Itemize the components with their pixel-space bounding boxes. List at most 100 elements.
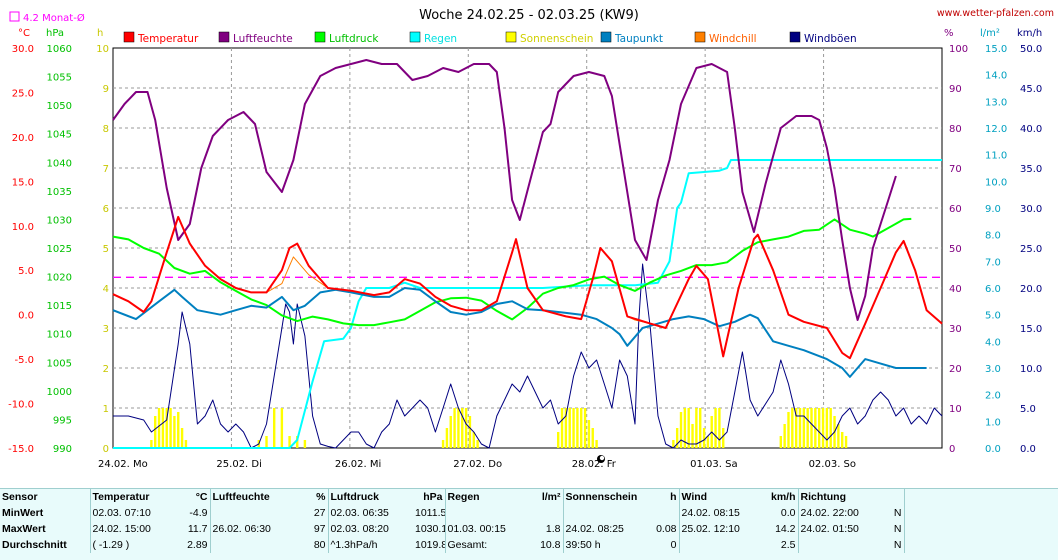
series-line-taupunkt bbox=[112, 287, 927, 378]
sunshine-bar bbox=[177, 412, 180, 448]
stats-cell bbox=[209, 537, 298, 553]
stats-cell: 24.02. 01:50 bbox=[797, 521, 884, 537]
sunshine-bar bbox=[806, 408, 809, 448]
sunshine-bar bbox=[173, 416, 176, 448]
temp-tick-label: 20.0 bbox=[12, 133, 34, 144]
sunshine-bar bbox=[157, 408, 161, 448]
rain-tick-label: 11.0 bbox=[985, 151, 1007, 162]
x-tick-label: 28.02. Fr bbox=[572, 459, 617, 470]
rain-tick-label: 4.0 bbox=[985, 337, 1001, 348]
rain-tick-label: 7.0 bbox=[985, 257, 1001, 268]
stats-cell: 24.02. 08:25 bbox=[562, 521, 649, 537]
legend-swatch bbox=[789, 31, 801, 43]
series-line-luftdruck bbox=[112, 217, 912, 327]
stats-cell bbox=[649, 505, 679, 521]
stats-row-label: Durchschnitt bbox=[2, 539, 67, 551]
sunshine-bar bbox=[461, 408, 464, 448]
wind-tick-label: 5.0 bbox=[1020, 404, 1036, 415]
stats-cell: 0.0 bbox=[780, 507, 796, 519]
sunshine-bar bbox=[591, 428, 594, 448]
sunshine-bar bbox=[169, 408, 172, 448]
site-link[interactable]: www.wetter-pfalzen.com bbox=[937, 8, 1054, 19]
stats-cell bbox=[209, 505, 298, 521]
press-tick-label: 1060 bbox=[47, 44, 72, 55]
sunshine-bar bbox=[568, 408, 571, 448]
x-tick-label: 25.02. Di bbox=[216, 459, 261, 470]
stats-cell: 2.89 bbox=[187, 539, 208, 551]
sun-tick-label: 1 bbox=[103, 404, 109, 415]
sun-tick-label: 10 bbox=[96, 44, 109, 55]
sunshine-bar bbox=[699, 408, 702, 448]
temp-unit-label: °C bbox=[18, 28, 30, 39]
stats-cell: 97 bbox=[313, 523, 326, 535]
temp-tick-label: -10.0 bbox=[8, 400, 34, 411]
sunshine-bar bbox=[564, 408, 568, 448]
stats-cell: 26.02. 06:30 bbox=[209, 521, 298, 537]
rain-tick-label: 9.0 bbox=[985, 204, 1001, 215]
sunshine-bar bbox=[296, 436, 299, 448]
sunshine-bar bbox=[476, 440, 479, 448]
sunshine-bar bbox=[161, 408, 165, 448]
sunshine-bar bbox=[288, 436, 291, 448]
stats-cell bbox=[797, 537, 884, 553]
sunshine-bar bbox=[821, 408, 825, 448]
rain-tick-label: 0.0 bbox=[985, 444, 1001, 455]
stats-cell: ( -1.29 ) bbox=[89, 537, 178, 553]
stats-cell: ^1.3hPa/h bbox=[327, 537, 413, 553]
sun-tick-label: 5 bbox=[103, 244, 109, 255]
legend-swatch bbox=[505, 31, 517, 43]
press-tick-label: 1005 bbox=[47, 358, 72, 369]
sunshine-bar bbox=[837, 424, 840, 448]
sunshine-bar bbox=[272, 408, 276, 448]
sunshine-bar bbox=[687, 408, 690, 448]
sunshine-bar bbox=[706, 436, 710, 448]
stats-cell: 0.08 bbox=[656, 523, 677, 535]
rain-tick-label: 13.0 bbox=[985, 97, 1007, 108]
x-tick-label: 24.02. Mo bbox=[98, 459, 148, 470]
temp-tick-label: 5.0 bbox=[18, 266, 34, 277]
wind-tick-label: 40.0 bbox=[1020, 124, 1042, 135]
press-tick-label: 1025 bbox=[47, 244, 72, 255]
series-line-luftfeuchte bbox=[112, 59, 897, 321]
stats-cell: 24.02. 22:00 bbox=[797, 505, 884, 521]
rain-tick-label: 3.0 bbox=[985, 364, 1001, 375]
stats-cell: 01.03. 00:15 bbox=[444, 521, 533, 537]
temp-tick-label: 0.0 bbox=[18, 311, 34, 322]
series-lines bbox=[112, 59, 943, 449]
sunshine-bar bbox=[557, 432, 560, 448]
rain-tick-label: 6.0 bbox=[985, 284, 1001, 295]
legend-swatch bbox=[694, 31, 706, 43]
stats-header: km/h bbox=[770, 491, 796, 503]
temp-tick-label: -15.0 bbox=[8, 444, 34, 455]
stats-cell: 25.02. 12:10 bbox=[678, 521, 765, 537]
legend-swatch bbox=[218, 31, 230, 43]
temp-tick-label: -5.0 bbox=[14, 355, 34, 366]
sun-tick-label: 4 bbox=[103, 284, 109, 295]
stats-cell: 24.02. 15:00 bbox=[89, 521, 178, 537]
press-tick-label: 995 bbox=[53, 415, 72, 426]
wind-tick-label: 50.0 bbox=[1020, 44, 1042, 55]
stats-cell bbox=[533, 505, 563, 521]
stats-cell: 02.03. 07:10 bbox=[89, 505, 178, 521]
press-tick-label: 1050 bbox=[47, 101, 72, 112]
temp-tick-label: 10.0 bbox=[12, 222, 34, 233]
stats-row-min: MinWert 02.03. 07:10 -4.9 27 02.03. 06:3… bbox=[0, 505, 1058, 521]
humid-tick-label: 10 bbox=[949, 404, 962, 415]
sunshine-bar bbox=[587, 420, 591, 448]
sunshine-bar bbox=[280, 408, 284, 448]
sunshine-bar bbox=[572, 408, 575, 448]
temp-tick-label: 25.0 bbox=[12, 88, 34, 99]
rain-tick-label: 14.0 bbox=[985, 71, 1007, 82]
sunshine-bar bbox=[779, 436, 783, 448]
x-tick-label: 02.03. So bbox=[809, 459, 856, 470]
sun-tick-label: 0 bbox=[103, 444, 109, 455]
sunshine-bar bbox=[154, 416, 157, 448]
sunshine-bar bbox=[844, 436, 848, 448]
legend-label: Luftdruck bbox=[329, 33, 379, 45]
stats-cell: 14.2 bbox=[775, 523, 796, 535]
stats-header: Luftfeuchte bbox=[209, 489, 298, 505]
sunshine-bar bbox=[583, 408, 587, 448]
stats-cell: 1030.1 bbox=[415, 523, 445, 535]
stats-row-avg: Durchschnitt ( -1.29 ) 2.89 80 ^1.3hPa/h… bbox=[0, 537, 1058, 553]
sunshine-bar bbox=[714, 408, 717, 448]
